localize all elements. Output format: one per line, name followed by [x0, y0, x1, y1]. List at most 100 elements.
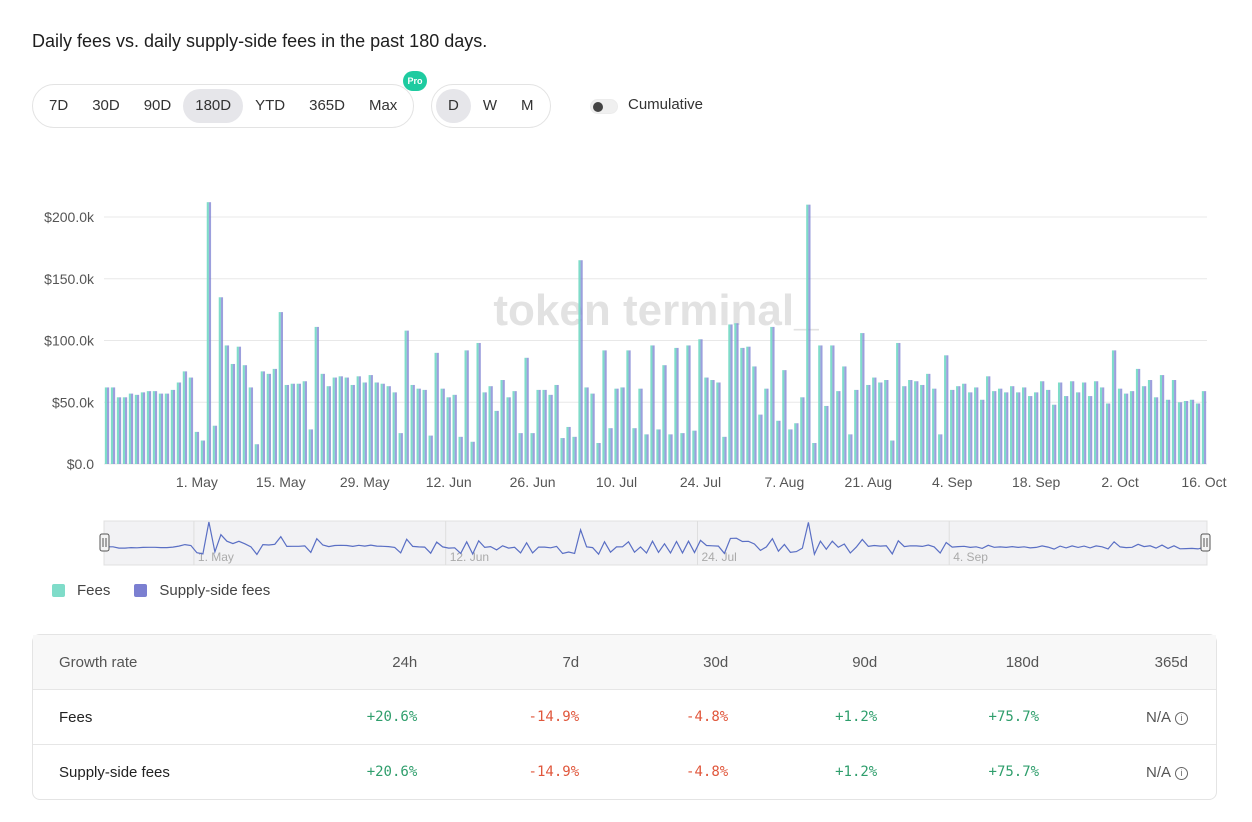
- bar-fees: [350, 384, 353, 464]
- bar-supply-side-fees: [160, 393, 164, 464]
- bar-supply-side-fees: [1090, 396, 1093, 464]
- bar-fees: [662, 365, 665, 464]
- bar-supply-side-fees: [628, 350, 631, 464]
- bar-supply-side-fees: [508, 397, 511, 464]
- bar-fees: [572, 436, 575, 464]
- bar-fees: [872, 377, 875, 464]
- bar-fees: [680, 433, 683, 464]
- bar-fees: [650, 345, 653, 464]
- legend-item-supply-side-fees[interactable]: Supply-side fees: [134, 582, 270, 599]
- growth-value: N/A: [1145, 763, 1171, 781]
- cumulative-toggle[interactable]: [590, 99, 618, 114]
- bar-fees: [368, 375, 371, 464]
- bar-fees: [800, 397, 803, 464]
- legend-item-fees[interactable]: Fees: [52, 582, 110, 599]
- bar-supply-side-fees: [124, 397, 128, 464]
- bar-fees: [314, 326, 317, 464]
- bar-supply-side-fees: [712, 380, 715, 464]
- bar-supply-side-fees: [862, 333, 865, 464]
- navigator-handle-right[interactable]: [1200, 533, 1211, 552]
- range-button-7d[interactable]: 7D: [49, 97, 69, 114]
- bar-supply-side-fees: [670, 434, 673, 464]
- bar-supply-side-fees: [688, 345, 691, 464]
- bar-supply-side-fees: [760, 414, 763, 464]
- bar-supply-side-fees: [190, 377, 194, 464]
- bar-fees: [728, 324, 731, 464]
- bar-fees: [1105, 403, 1109, 464]
- bar-fees: [602, 350, 605, 464]
- bar-supply-side-fees: [778, 420, 781, 464]
- granularity-button-d[interactable]: D: [436, 89, 471, 123]
- bar-supply-side-fees: [850, 434, 853, 464]
- bar-fees: [818, 345, 821, 464]
- range-selector: 7D 30D 90D 180D YTD 365D Max: [32, 84, 415, 128]
- bar-fees: [362, 382, 365, 464]
- bar-supply-side-fees: [340, 376, 343, 464]
- bar-supply-side-fees: [436, 352, 439, 464]
- bar-fees: [1016, 392, 1019, 464]
- bar-fees: [770, 326, 773, 464]
- bar-supply-side-fees: [982, 399, 985, 464]
- bar-supply-side-fees: [958, 386, 961, 464]
- bar-supply-side-fees: [544, 389, 547, 464]
- navigator-handle-left[interactable]: [99, 533, 110, 552]
- bar-fees: [1087, 396, 1091, 464]
- bar-supply-side-fees: [184, 371, 188, 464]
- range-button-ytd[interactable]: YTD: [255, 97, 286, 114]
- bar-fees: [950, 389, 953, 464]
- granularity-button-m[interactable]: M: [521, 97, 534, 114]
- bar-fees: [938, 434, 941, 464]
- bar-fees: [578, 260, 581, 464]
- bar-fees: [416, 388, 419, 464]
- bar-supply-side-fees: [874, 377, 877, 464]
- bar-fees: [890, 440, 893, 464]
- bar-supply-side-fees: [736, 323, 739, 464]
- range-button-max[interactable]: Max: [368, 97, 398, 114]
- info-icon[interactable]: i: [1175, 766, 1188, 780]
- bar-fees: [104, 387, 107, 464]
- bar-fees: [122, 397, 125, 464]
- bar-fees: [1195, 403, 1199, 464]
- bar-supply-side-fees: [568, 426, 571, 464]
- bar-fees: [1153, 397, 1157, 464]
- bar-supply-side-fees: [706, 377, 709, 464]
- bar-supply-side-fees: [1042, 381, 1045, 464]
- bar-supply-side-fees: [490, 386, 493, 464]
- bar-fees: [776, 420, 779, 464]
- bar-fees: [902, 386, 905, 464]
- bar-fees: [470, 441, 473, 464]
- bar-supply-side-fees: [970, 392, 973, 464]
- growth-cell: N/A i: [1067, 745, 1216, 799]
- range-button-180d[interactable]: 180D: [183, 89, 244, 123]
- bar-supply-side-fees: [202, 440, 206, 464]
- bar-fees: [158, 393, 161, 464]
- bar-fees: [386, 386, 389, 464]
- bar-supply-side-fees: [142, 392, 146, 464]
- bar-supply-side-fees: [910, 380, 913, 464]
- bar-supply-side-fees: [1036, 392, 1039, 464]
- bar-supply-side-fees: [790, 429, 793, 464]
- range-button-365d[interactable]: 365D: [309, 97, 345, 114]
- bar-fees: [446, 397, 449, 464]
- info-icon[interactable]: i: [1175, 711, 1188, 725]
- bar-supply-side-fees: [748, 346, 751, 464]
- granularity-button-w[interactable]: W: [482, 97, 498, 114]
- x-tick-label: 24. Jul: [680, 474, 721, 490]
- bar-supply-side-fees: [1120, 388, 1123, 464]
- range-button-90d[interactable]: 90D: [143, 97, 172, 114]
- bar-fees: [1099, 387, 1103, 464]
- bar-fees: [284, 384, 287, 464]
- growth-cell: -14.9%: [445, 745, 607, 799]
- bar-fees: [752, 366, 755, 464]
- bar-supply-side-fees: [664, 365, 667, 464]
- bar-supply-side-fees: [676, 347, 679, 464]
- bar-fees: [668, 434, 671, 464]
- bar-supply-side-fees: [334, 377, 337, 464]
- range-button-30d[interactable]: 30D: [92, 97, 120, 114]
- bar-fees: [944, 355, 947, 464]
- bar-supply-side-fees: [526, 357, 529, 464]
- bar-fees: [836, 391, 839, 464]
- bar-fees: [716, 382, 719, 464]
- bar-fees: [896, 342, 899, 464]
